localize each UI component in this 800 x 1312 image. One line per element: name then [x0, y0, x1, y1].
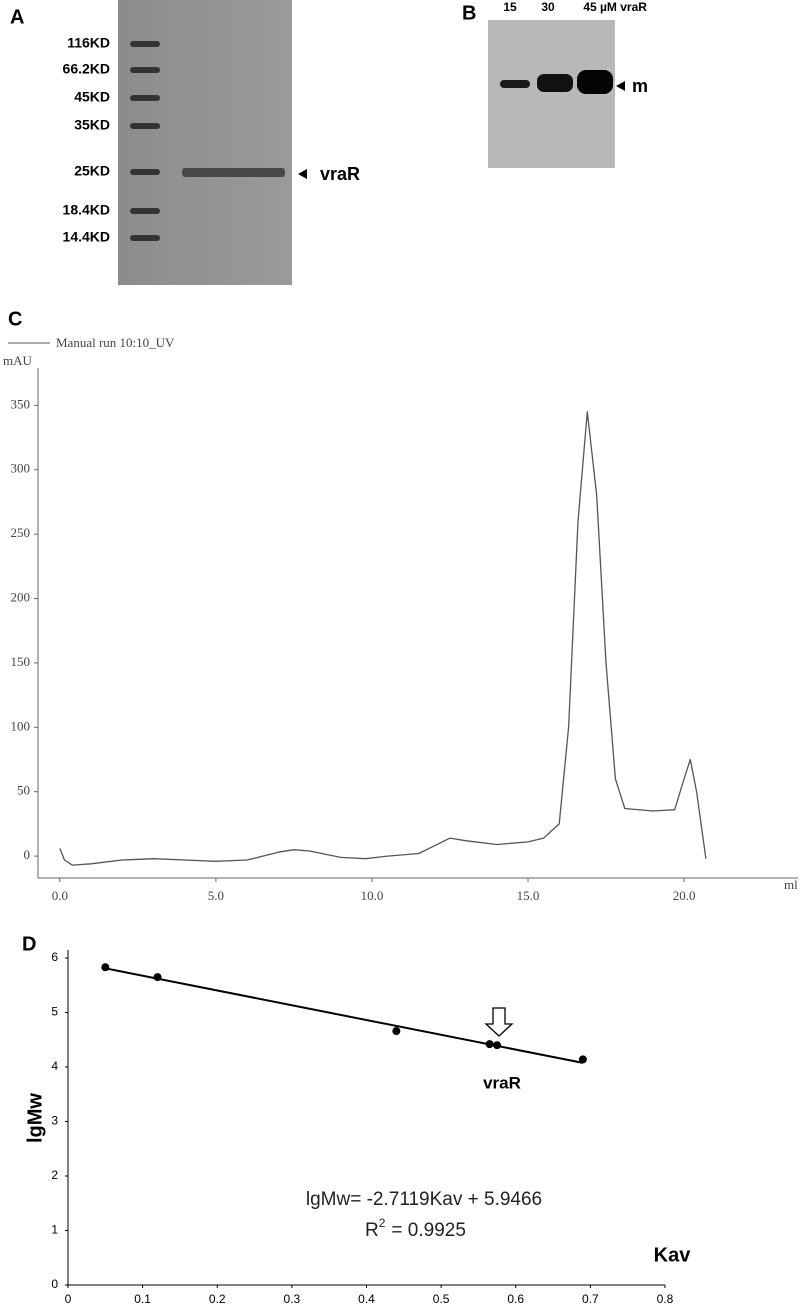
x-axis-label: ml [784, 877, 798, 892]
arrow [616, 81, 625, 91]
marker-band [130, 95, 160, 101]
x-axis-label: Kav [654, 1244, 692, 1266]
chromatogram-line [59, 411, 707, 866]
y-axis-label: mAU [3, 353, 33, 368]
data-point [392, 1027, 401, 1036]
marker-label: 14.4KD [63, 229, 110, 245]
gel-band [577, 70, 613, 94]
equation: lgMw= -2.7119Kav + 5.9466 [306, 1189, 542, 1210]
arrow [298, 169, 307, 179]
data-point [101, 963, 110, 972]
y-tick-label: 200 [11, 590, 31, 605]
marker-label: 66.2KD [63, 61, 110, 77]
y-tick-label: 50 [17, 783, 30, 798]
y-tick-label: 5 [51, 1005, 58, 1019]
x-tick-label: 15.0 [517, 888, 540, 903]
trendline [105, 967, 584, 1064]
gel-band [182, 168, 285, 177]
lane-unit: µM vraR [600, 0, 647, 14]
panel-label: B [462, 2, 476, 24]
lane-label: 45 [583, 0, 597, 14]
y-tick-label: 3 [51, 1114, 58, 1128]
lane-label: 30 [541, 0, 555, 14]
r-squared-value: = 0.9925 [391, 1220, 466, 1241]
marker-band [130, 208, 160, 214]
y-tick-label: 4 [51, 1059, 58, 1073]
data-point [578, 1055, 587, 1064]
marker-band [130, 169, 160, 175]
arrow [484, 1007, 514, 1037]
y-tick-label: 2 [51, 1168, 58, 1182]
marker-label: 116KD [67, 35, 110, 51]
x-tick-label: 0.3 [284, 1292, 301, 1306]
marker-label: 25KD [74, 163, 110, 179]
y-tick-label: 300 [11, 461, 31, 476]
y-tick-label: 0 [51, 1277, 58, 1291]
gel-band [500, 80, 530, 88]
x-tick-label: 0.0 [52, 888, 68, 903]
x-tick-label: 5.0 [208, 888, 224, 903]
r-squared-exponent: 2 [379, 1216, 386, 1230]
x-tick-label: 0.1 [134, 1292, 151, 1306]
marker-label: 35KD [74, 117, 110, 133]
panel-label: C [8, 308, 22, 330]
y-tick-label: 100 [11, 718, 31, 733]
x-tick-label: 10.0 [361, 888, 384, 903]
x-tick-label: 20.0 [673, 888, 696, 903]
y-tick-label: 150 [11, 654, 31, 669]
y-tick-label: 250 [11, 525, 31, 540]
lane-label: 15 [503, 0, 517, 14]
y-tick-label: 6 [51, 950, 58, 964]
x-tick-label: 0.6 [507, 1292, 524, 1306]
gel-band [537, 74, 573, 92]
marker-band [130, 235, 160, 241]
x-tick-label: 0.8 [657, 1292, 674, 1306]
data-point [485, 1040, 494, 1049]
marker-label: 45KD [74, 89, 110, 105]
band-label: vraR [320, 164, 360, 184]
marker-band [130, 123, 160, 129]
marker-band [130, 41, 160, 47]
r-squared: R2 = 0.9925 [365, 1216, 466, 1241]
r-squared-symbol: R [365, 1220, 379, 1241]
x-tick-label: 0 [65, 1292, 72, 1306]
marker-band [130, 67, 160, 73]
annotation: vraR [483, 1073, 521, 1092]
y-tick-label: 350 [11, 396, 31, 411]
legend-label: Manual run 10:10_UV [56, 335, 175, 350]
data-point [153, 973, 162, 982]
y-tick-label: 0 [24, 847, 31, 862]
panel-label: A [10, 6, 24, 28]
y-axis-label: lgMw [24, 1093, 46, 1143]
panel-label: D [22, 933, 36, 955]
y-tick-label: 1 [51, 1223, 58, 1237]
x-tick-label: 0.2 [209, 1292, 226, 1306]
x-tick-label: 0.4 [358, 1292, 375, 1306]
data-point [493, 1041, 502, 1050]
x-tick-label: 0.7 [582, 1292, 599, 1306]
marker-label: 18.4KD [63, 202, 110, 218]
band-label: m [632, 76, 648, 96]
x-tick-label: 0.5 [433, 1292, 450, 1306]
